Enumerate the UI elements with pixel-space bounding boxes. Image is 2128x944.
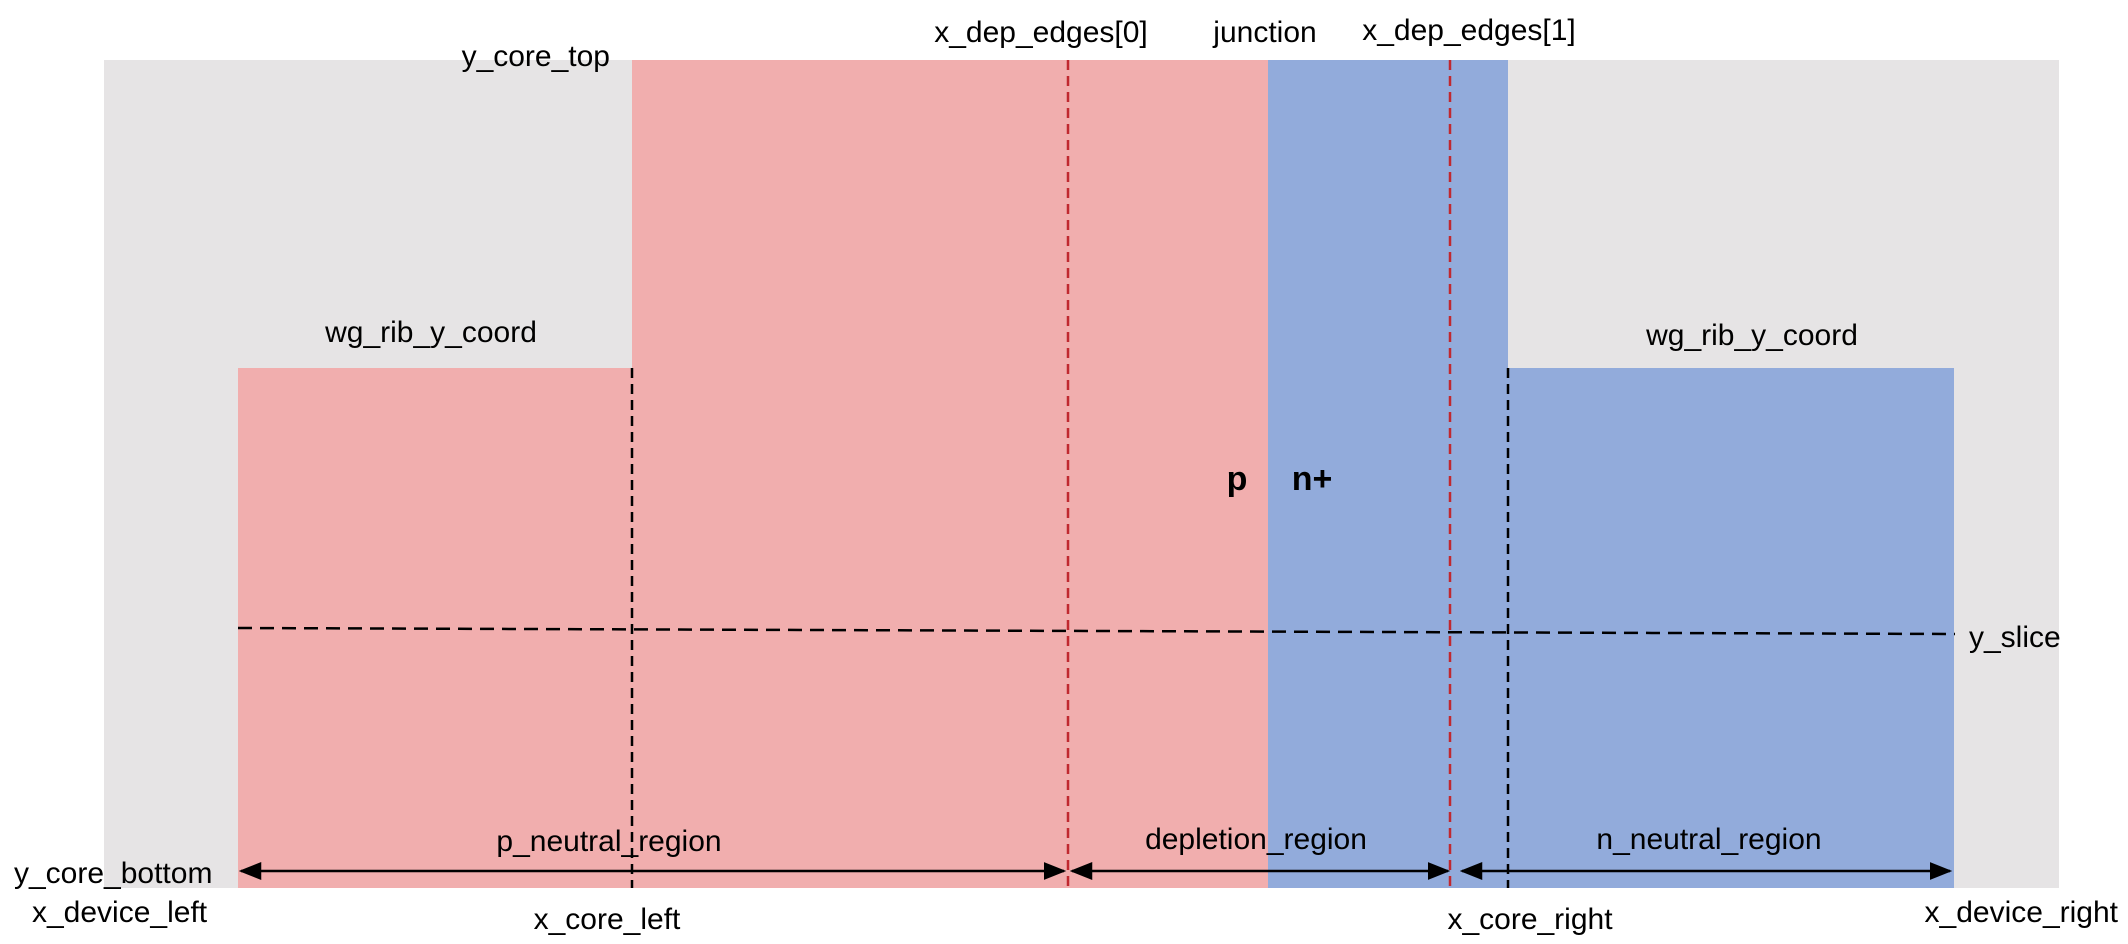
x-device-left-label: x_device_left — [32, 896, 208, 929]
n-rib-right — [1507, 368, 1954, 888]
y-core-bottom-label: y_core_bottom — [14, 857, 212, 890]
p-doping-label: p — [1227, 460, 1248, 498]
n-neutral-region-label: n_neutral_region — [1596, 823, 1821, 856]
n-core — [1268, 60, 1508, 888]
y-core-top-label: y_core_top — [462, 40, 610, 73]
x-dep-edges-0-label: x_dep_edges[0] — [934, 16, 1148, 49]
p-rib-left — [238, 368, 633, 888]
depletion-region-label: depletion_region — [1145, 823, 1367, 856]
y-slice-dashed-line — [237, 626, 1956, 636]
x-core-right-label: x_core_right — [1447, 903, 1613, 936]
junction-label: junction — [1212, 16, 1316, 49]
x-dep-edges-1-label: x_dep_edges[1] — [1362, 14, 1576, 47]
n-plus-doping-label: n+ — [1292, 460, 1333, 498]
p-neutral-region-label: p_neutral_region — [496, 825, 721, 858]
x-core-left-label: x_core_left — [534, 903, 681, 936]
x-device-right-label: x_device_right — [1925, 896, 2119, 929]
p-core — [632, 60, 1269, 888]
wg-rib-y-coord-right-label: wg_rib_y_coord — [1645, 319, 1858, 352]
y-slice-label: y_slice — [1969, 621, 2061, 654]
wg-rib-y-coord-left-label: wg_rib_y_coord — [324, 316, 537, 349]
